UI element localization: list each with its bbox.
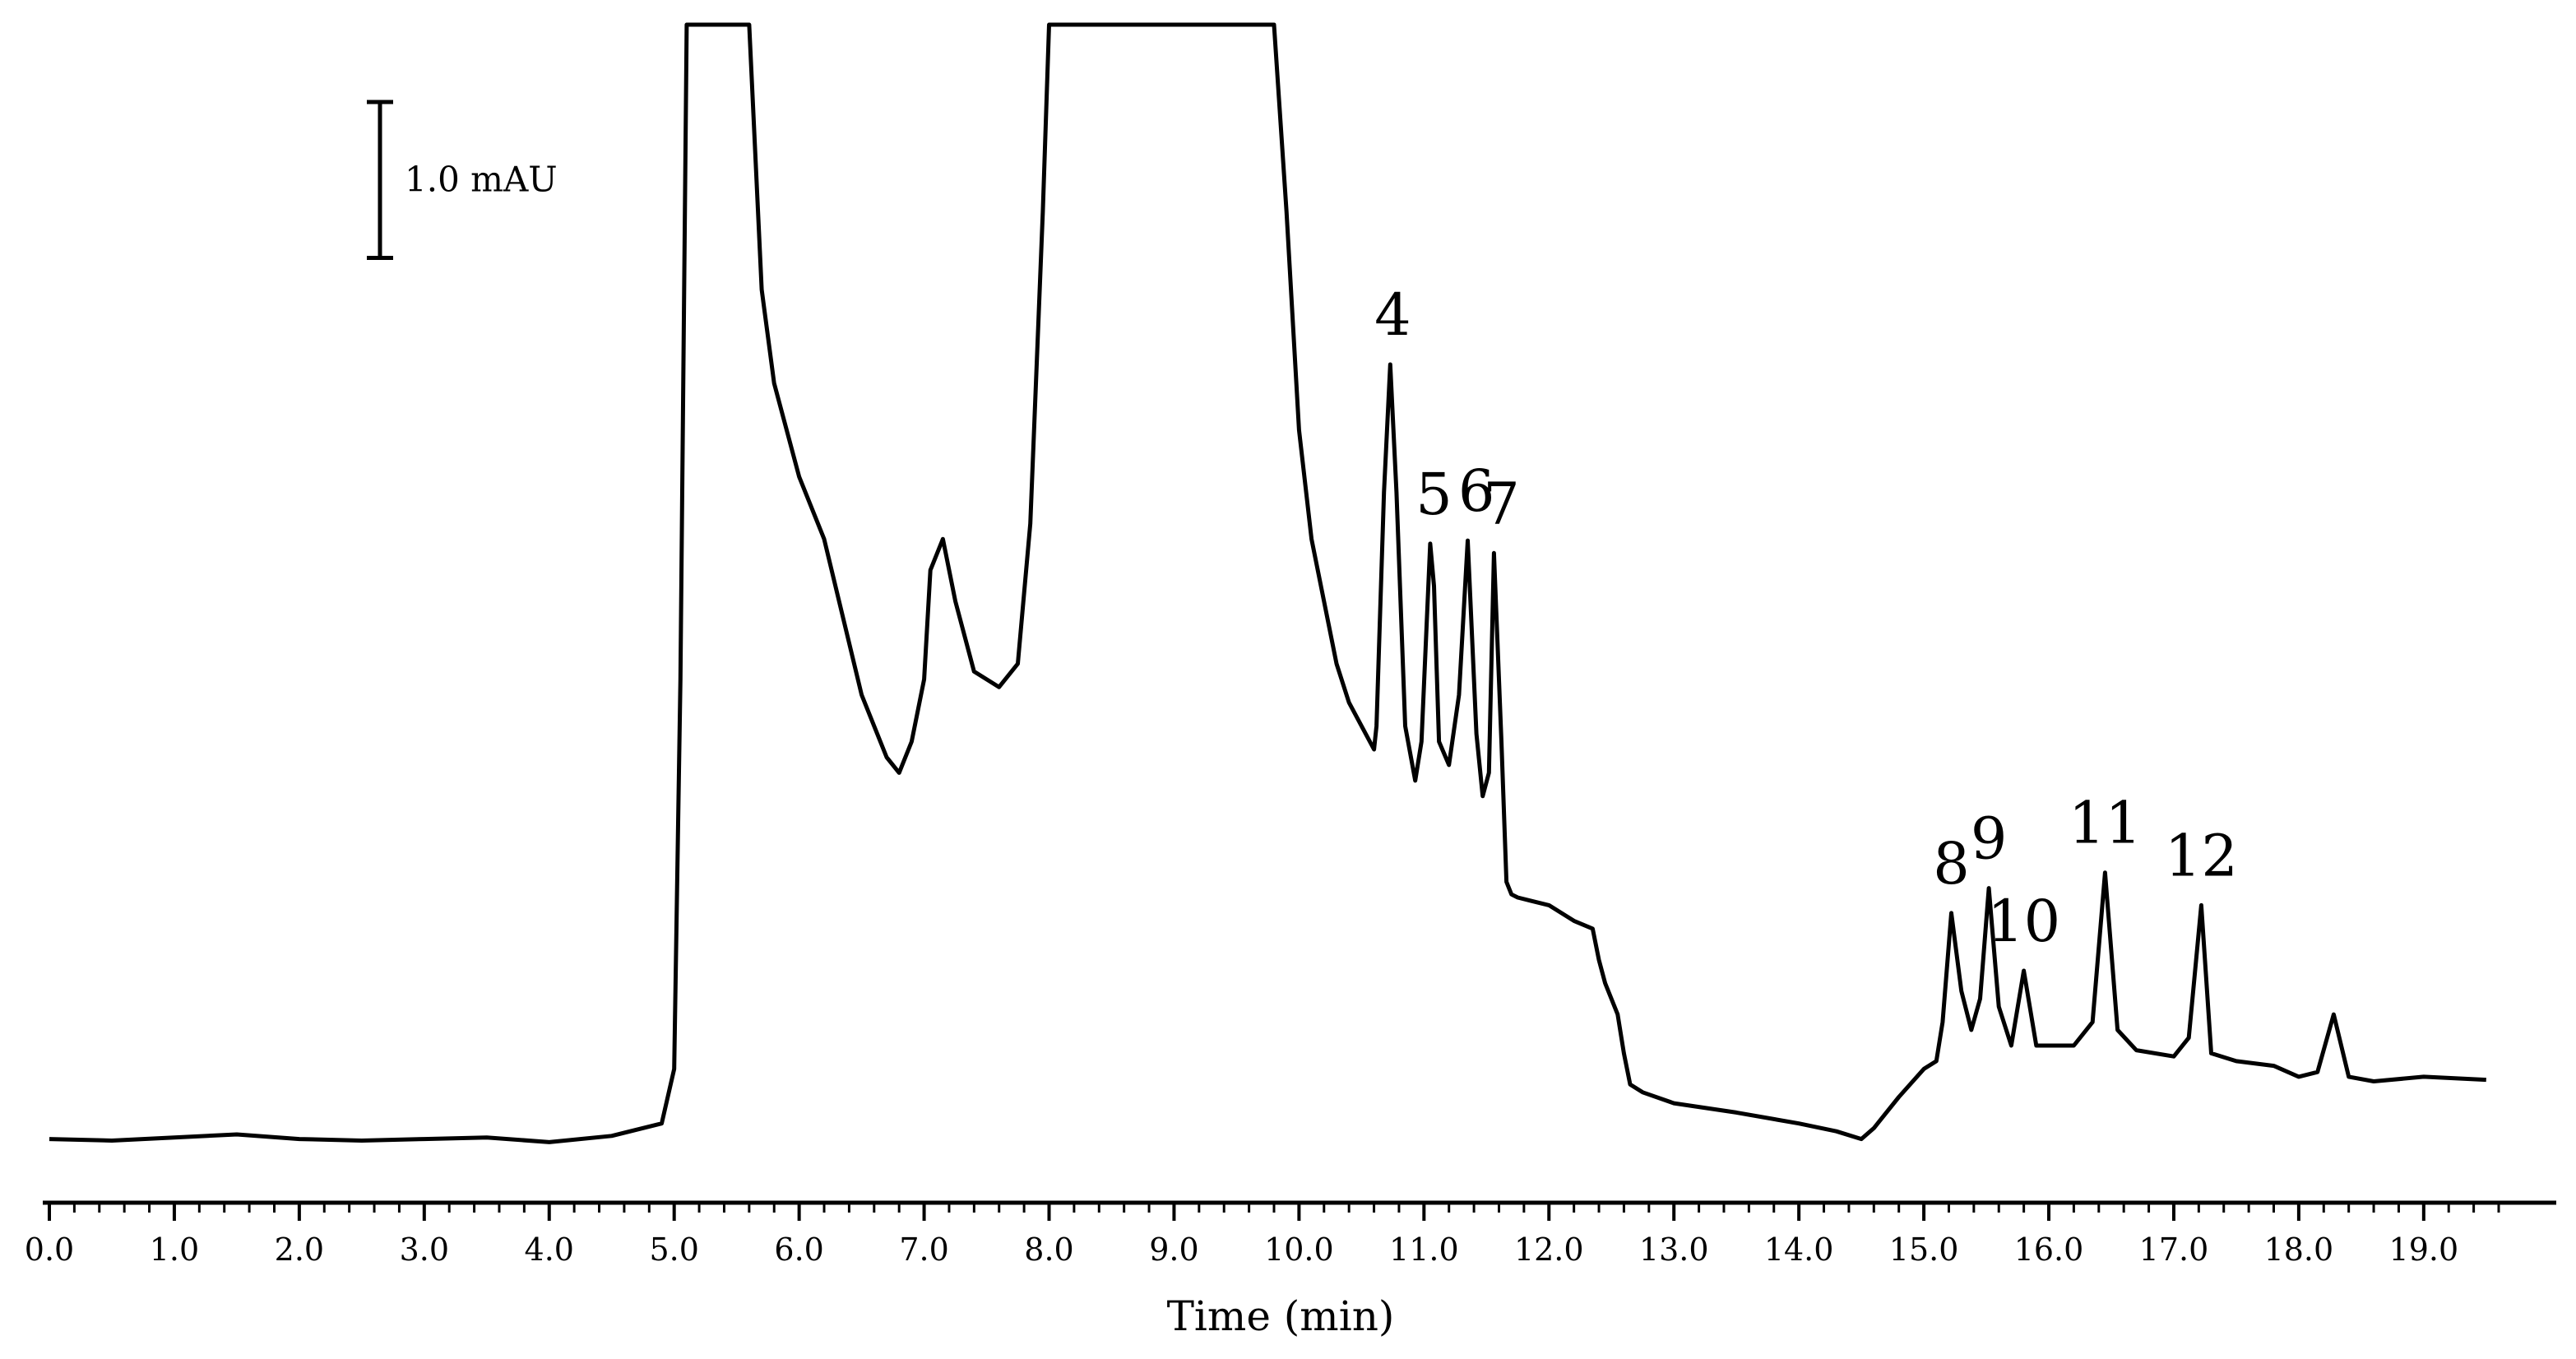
- scale-bar-label: 1.0 mAU: [405, 160, 558, 200]
- x-tick-label: 6.0: [774, 1231, 823, 1268]
- x-tick-label: 2.0: [275, 1231, 324, 1268]
- peak-label-6: 6: [1458, 457, 1495, 525]
- x-tick-label: 8.0: [1024, 1231, 1073, 1268]
- x-tick-label: 16.0: [2014, 1231, 2084, 1268]
- x-tick-label: 3.0: [400, 1231, 449, 1268]
- x-tick-label: 5.0: [649, 1231, 698, 1268]
- scale-bar: 1.0 mAU: [367, 100, 558, 260]
- x-tick-label: 18.0: [2264, 1231, 2334, 1268]
- trace-group: [49, 22, 2486, 1144]
- x-tick-label: 0.0: [25, 1231, 74, 1268]
- peak-label-5: 5: [1415, 461, 1452, 528]
- peak-label-4: 4: [1374, 281, 1411, 349]
- x-tick-label: 4.0: [525, 1231, 574, 1268]
- peak-label-11: 11: [2069, 790, 2142, 857]
- peak-label-12: 12: [2165, 822, 2238, 889]
- chromatogram-trace: [49, 22, 2486, 1144]
- x-tick-label: 17.0: [2139, 1231, 2209, 1268]
- x-tick-label: 10.0: [1264, 1231, 1334, 1268]
- x-tick-label: 13.0: [1639, 1231, 1709, 1268]
- peak-label-8: 8: [1933, 830, 1970, 897]
- x-tick-label: 9.0: [1149, 1231, 1198, 1268]
- x-axis-title: Time (min): [1167, 1292, 1395, 1340]
- x-ticks: 0.0 1.0 2.0 3.0 4.0 5.0 6.0 7.0 8.0 9.0 10.0 11.0 12…: [25, 1203, 2500, 1268]
- x-tick-label: 1.0: [150, 1231, 199, 1268]
- x-tick-label: 14.0: [1764, 1231, 1834, 1268]
- x-tick-label: 11.0: [1389, 1231, 1459, 1268]
- peak-label-10: 10: [1987, 888, 2060, 955]
- x-tick-label: 12.0: [1514, 1231, 1584, 1268]
- peak-label-9: 9: [1971, 805, 2008, 873]
- peak-label-7: 7: [1483, 470, 1520, 537]
- x-tick-label: 15.0: [1889, 1231, 1959, 1268]
- x-tick-label: 19.0: [2389, 1231, 2459, 1268]
- x-tick-label: 7.0: [899, 1231, 948, 1268]
